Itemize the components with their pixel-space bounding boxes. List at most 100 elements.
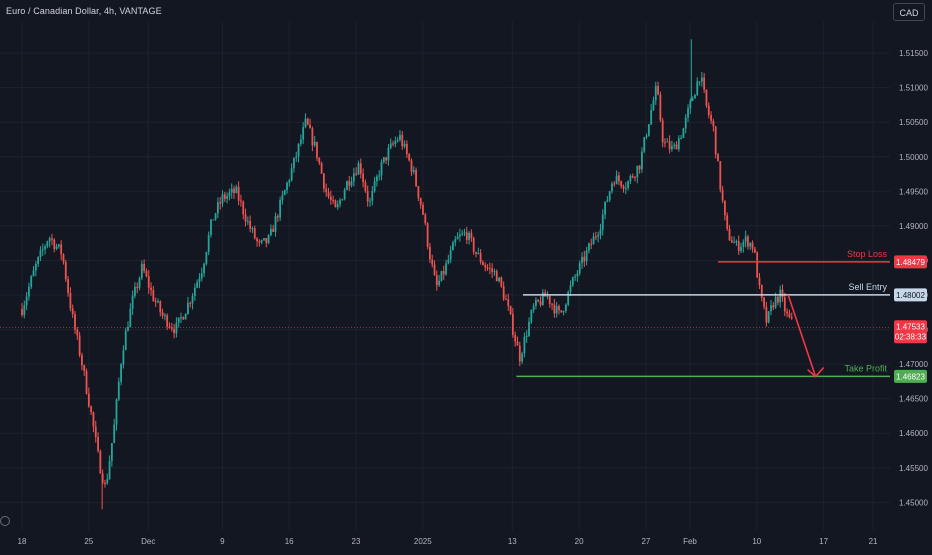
candle-body — [87, 393, 90, 407]
candle-body — [585, 250, 588, 262]
y-tick-label: 1.51000 — [899, 84, 928, 93]
y-tick-label: 1.46000 — [899, 429, 928, 438]
candle-body — [44, 246, 46, 250]
x-tick-label: 16 — [285, 537, 294, 546]
candle-body — [37, 257, 40, 264]
candle-body — [772, 305, 775, 308]
candle-body — [606, 200, 609, 202]
projection-arrow-shaft — [787, 294, 817, 377]
candle-body — [707, 105, 710, 116]
candle-body — [85, 371, 88, 394]
candle-body — [304, 118, 307, 128]
candle-body — [23, 305, 26, 316]
candle-body — [28, 286, 30, 297]
candle-body — [539, 301, 542, 305]
y-tick-label: 1.50500 — [899, 118, 928, 127]
auto-scale-icon[interactable] — [0, 516, 10, 526]
candle-body — [555, 306, 558, 314]
candle-body — [279, 200, 282, 218]
candle-body — [551, 303, 553, 305]
candle-body — [511, 313, 514, 335]
candle-body — [191, 295, 194, 304]
candle-body — [378, 175, 381, 177]
candle-body — [509, 306, 512, 314]
candle-body — [69, 292, 72, 309]
candle-body — [627, 181, 630, 188]
candle-body — [419, 198, 422, 205]
take-profit-price-text: 1.46823 — [896, 372, 925, 381]
candle-body — [189, 302, 192, 304]
candle-body — [463, 232, 466, 234]
candle-body — [657, 85, 659, 95]
candle-body — [214, 213, 217, 220]
candle-body — [187, 302, 189, 314]
candle-body — [166, 315, 169, 327]
candle-body — [396, 139, 399, 142]
candle-body — [196, 282, 199, 288]
candle-body — [193, 287, 196, 296]
candle-body — [267, 235, 270, 243]
currency-button[interactable]: CAD — [893, 3, 925, 21]
x-tick-label: 23 — [352, 537, 361, 546]
candle-body — [352, 173, 355, 182]
candle-body — [525, 335, 528, 337]
candle-body — [495, 271, 498, 282]
candle-body — [758, 277, 761, 285]
candle-body — [408, 154, 411, 161]
candle-body — [154, 301, 157, 303]
candle-body — [320, 163, 323, 174]
candle-body — [445, 263, 447, 275]
candle-body — [622, 186, 625, 189]
y-tick-label: 1.47000 — [899, 360, 928, 369]
candle-body — [583, 256, 586, 262]
candle-body — [334, 200, 337, 208]
candle-body — [258, 241, 261, 243]
candle-body — [366, 190, 369, 202]
candle-body — [634, 177, 636, 179]
candle-body — [392, 143, 394, 145]
candle-body — [138, 277, 141, 288]
candle-body — [143, 263, 146, 272]
x-tick-label: 27 — [641, 537, 650, 546]
candle-body — [673, 144, 676, 146]
x-tick-label: 18 — [18, 537, 27, 546]
candle-body — [299, 139, 302, 144]
candle-body — [274, 216, 277, 232]
candle-body — [228, 192, 231, 196]
candle-body — [597, 235, 600, 237]
candle-body — [548, 296, 551, 304]
candle-body — [272, 228, 275, 232]
stop-loss-label: Stop Loss — [847, 249, 888, 259]
candle-body — [790, 317, 793, 319]
candle-body — [438, 280, 441, 286]
candle-body — [705, 89, 708, 106]
candle-body — [528, 321, 530, 336]
candle-body — [327, 192, 330, 197]
candle-body — [113, 424, 116, 443]
candle-body — [97, 437, 99, 452]
candle-body — [371, 191, 374, 201]
current-price-tag — [894, 320, 927, 344]
candle-body — [502, 286, 505, 300]
candle-body — [753, 248, 756, 253]
candle-body — [240, 200, 242, 202]
candle-body — [244, 214, 247, 222]
candle-body — [81, 355, 83, 366]
candle-body — [348, 181, 351, 186]
candle-body — [475, 252, 477, 254]
candle-body — [369, 200, 371, 202]
candle-body — [730, 240, 733, 243]
candle-body — [150, 287, 152, 291]
candle-body — [129, 308, 132, 328]
x-tick-label: 25 — [84, 537, 93, 546]
candle-body — [200, 273, 203, 279]
candle-body — [507, 299, 510, 307]
candle-body — [161, 312, 164, 316]
candle-body — [51, 238, 53, 240]
candle-body — [399, 134, 401, 140]
candle-body — [405, 143, 408, 155]
candle-body — [532, 305, 535, 311]
